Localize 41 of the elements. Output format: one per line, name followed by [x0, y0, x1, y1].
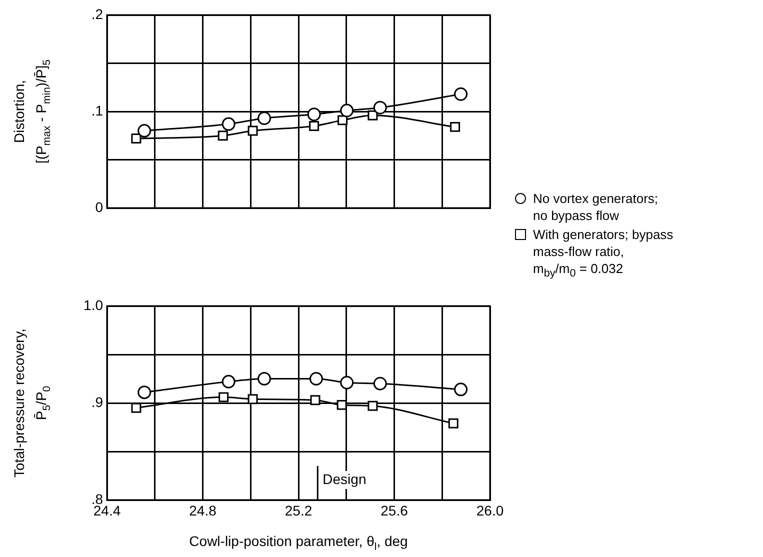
legend-label: No vortex generators; no bypass flow: [533, 190, 658, 224]
point: [131, 402, 142, 413]
point: [336, 400, 347, 410]
x-tick-label: 24.8: [189, 502, 217, 518]
point: [340, 376, 354, 390]
point: [258, 112, 272, 126]
point: [218, 130, 228, 141]
point: [138, 124, 152, 138]
point: [309, 372, 323, 386]
point: [309, 120, 320, 131]
point: [454, 382, 468, 396]
point: [218, 392, 229, 402]
point: [448, 418, 458, 428]
y-tick-label: 0: [95, 198, 104, 215]
point: [248, 126, 258, 136]
point: [131, 134, 142, 144]
point: [454, 87, 468, 101]
x-tick-label: 25.2: [284, 502, 312, 518]
point: [248, 394, 258, 404]
point: [307, 108, 321, 122]
y-tick-label: 1.0: [84, 296, 104, 313]
y-tick-label: .2: [91, 6, 104, 22]
x-tick-label: 25.6: [380, 502, 408, 518]
ref-line-label: Design: [322, 470, 366, 487]
point: [368, 110, 378, 120]
y-tick-label: .1: [91, 102, 104, 118]
point: [310, 395, 320, 406]
point: [368, 400, 378, 411]
point: [258, 372, 272, 386]
point: [373, 376, 387, 390]
y-tick-label: .9: [91, 394, 104, 410]
point: [222, 374, 236, 388]
legend-label: With generators; bypass mass-flow ratio, m$_{by}$/m$_{0}$ = 0.032: [533, 226, 674, 282]
point: [450, 122, 460, 132]
point: [338, 115, 348, 126]
point: [340, 104, 354, 118]
point: [138, 386, 152, 400]
point: [373, 100, 387, 114]
point: [222, 117, 236, 131]
x-tick-label: 26.0: [476, 502, 504, 518]
y-tick-label: .8: [91, 490, 104, 507]
